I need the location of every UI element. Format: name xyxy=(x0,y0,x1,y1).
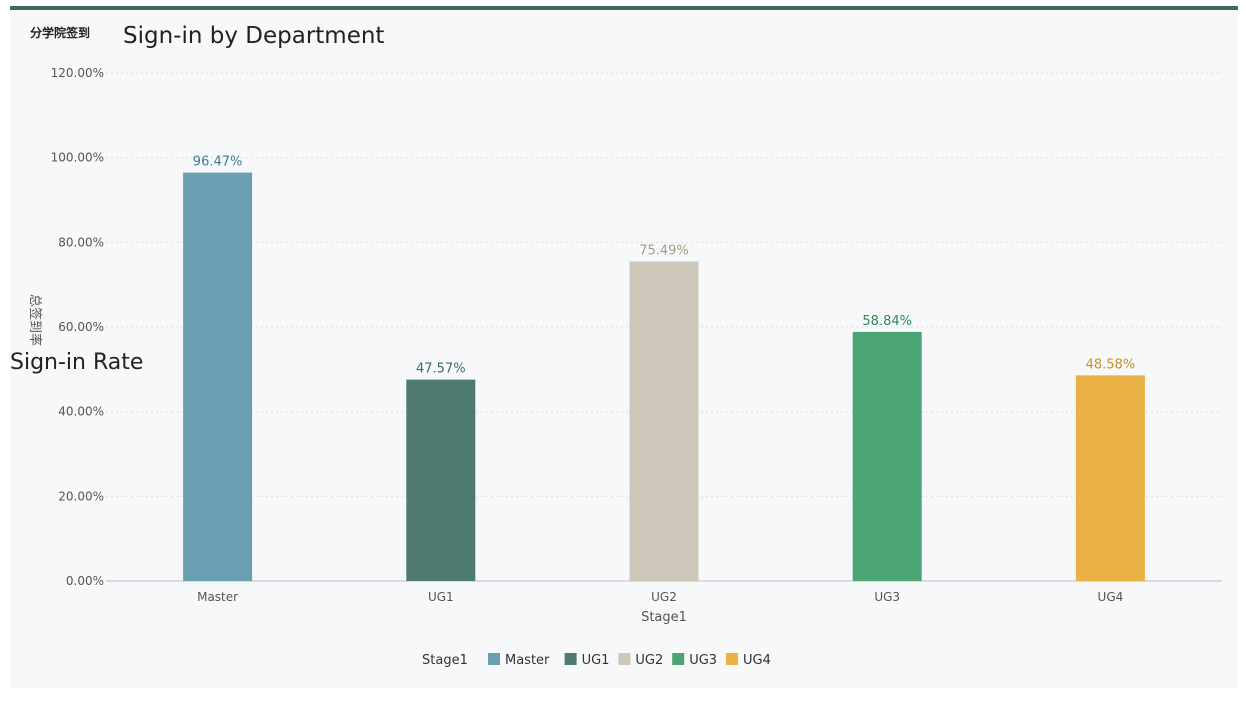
legend-label: UG4 xyxy=(743,653,771,668)
legend-swatch xyxy=(564,653,577,665)
legend-item-master[interactable]: Master xyxy=(488,653,550,668)
legend-label: UG1 xyxy=(582,653,610,668)
y-tick-label: 0.00% xyxy=(66,574,104,588)
chart-title-en: Sign-in by Department xyxy=(123,23,384,49)
legend-label: Master xyxy=(505,653,550,668)
y-tick-label: 40.00% xyxy=(58,405,104,419)
legend-item-ug1[interactable]: UG1 xyxy=(564,653,610,668)
bar-ug2[interactable] xyxy=(629,261,699,581)
data-label: 47.57% xyxy=(416,362,466,377)
chart-panel: 分学院签到 Sign-in by Department 0.00% 20.00% 4… xyxy=(10,6,1238,688)
legend-item-ug2[interactable]: UG2 xyxy=(618,653,663,668)
legend-item-ug3[interactable]: UG3 xyxy=(672,653,717,668)
bar-chart: 分学院签到 Sign-in by Department 0.00% 20.00% 4… xyxy=(10,23,1222,668)
y-tick-label: 120.00% xyxy=(51,66,104,80)
y-tick-label: 80.00% xyxy=(58,235,104,249)
x-tick-label: UG1 xyxy=(428,590,454,604)
y-tick-label: 100.00% xyxy=(51,151,104,165)
y-axis-title: 总签到率 xyxy=(27,294,43,346)
legend-swatch xyxy=(618,653,631,665)
data-label: 58.84% xyxy=(862,314,912,329)
chart-title-cn: 分学院签到 xyxy=(30,25,90,40)
legend-label: UG3 xyxy=(689,653,717,668)
y-tick-label: 60.00% xyxy=(58,320,104,334)
legend-swatch xyxy=(672,653,685,665)
x-tick-label: Master xyxy=(197,590,238,604)
bar-ug3[interactable] xyxy=(852,331,922,581)
y-tick-label: 20.00% xyxy=(58,489,104,503)
legend-swatch xyxy=(488,653,500,665)
legend-item-ug4[interactable]: UG4 xyxy=(726,653,771,668)
legend-swatch xyxy=(726,653,738,665)
bar-ug1[interactable] xyxy=(406,379,476,581)
x-tick-label: UG2 xyxy=(651,590,677,604)
bar-master[interactable] xyxy=(183,172,253,581)
x-axis-title: Stage1 xyxy=(641,610,687,625)
axes: 0.00% 20.00% 40.00% 60.00% 80.00% 100.00% 120.… xyxy=(51,66,1222,604)
data-labels: 96.47% 47.57% 75.49% 58.84% 48.58% xyxy=(193,155,1135,377)
bars xyxy=(183,172,1145,581)
y-axis-overlay-label: Sign-in Rate xyxy=(10,350,143,375)
data-label: 75.49% xyxy=(639,243,689,258)
gridlines xyxy=(106,72,1222,497)
legend-title: Stage1 xyxy=(422,653,468,668)
x-tick-label: UG3 xyxy=(874,590,900,604)
data-label: 96.47% xyxy=(193,155,243,170)
legend-label: UG2 xyxy=(635,653,663,668)
data-label: 48.58% xyxy=(1086,357,1136,372)
x-tick-label: UG4 xyxy=(1098,590,1124,604)
bar-ug4[interactable] xyxy=(1075,375,1145,581)
legend: Stage1 Master UG1 UG2 UG3 UG4 xyxy=(422,653,771,668)
